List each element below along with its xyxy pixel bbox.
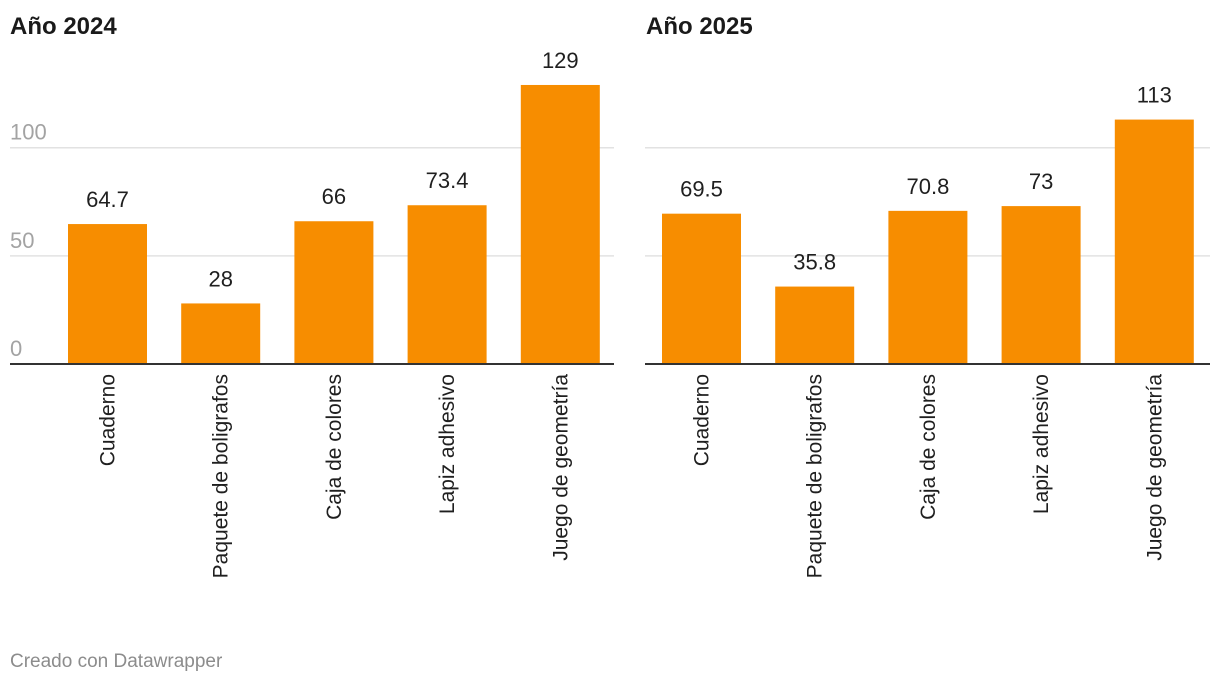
chart-title: Año 2024 <box>10 13 117 40</box>
data-label: 129 <box>542 48 579 73</box>
bar <box>294 221 374 364</box>
x-tick-label: Cuaderno <box>97 374 120 466</box>
bar <box>68 224 147 364</box>
data-label: 73 <box>1029 169 1053 194</box>
y-tick-label: 100 <box>10 120 47 145</box>
bar <box>407 205 487 364</box>
data-label: 113 <box>1137 83 1172 108</box>
y-tick-label: 50 <box>10 228 34 253</box>
data-label: 73.4 <box>426 168 469 193</box>
x-tick-label: Cuaderno <box>691 374 714 466</box>
data-label: 66 <box>322 184 346 209</box>
chart-panel-2: Año 2025 69.5 Cuaderno 35.8 Paquete de bolig… <box>645 13 1210 578</box>
x-tick-label: Paquete de boligrafos <box>804 374 827 578</box>
data-label: 70.8 <box>906 174 949 199</box>
bar <box>181 303 261 364</box>
bar <box>775 286 855 364</box>
x-tick-label: Caja de colores <box>917 374 940 520</box>
footer-credit: Creado con Datawrapper <box>10 651 223 672</box>
bar <box>520 84 600 365</box>
bar <box>662 213 741 364</box>
data-label: 69.5 <box>680 177 723 202</box>
x-tick-label: Lapiz adhesivo <box>436 374 459 514</box>
bar <box>1001 206 1081 364</box>
bar <box>1114 119 1194 365</box>
chart-panel-1: Año 2024 0 50 100 64.7 Cuaderno 28 Paquete de b… <box>10 13 614 578</box>
x-tick-label: Lapiz adhesivo <box>1030 374 1053 514</box>
bar <box>888 210 968 364</box>
x-tick-label: Juego de geometría <box>549 374 572 561</box>
x-tick-label: Juego de geometría <box>1143 374 1166 561</box>
y-tick-label: 0 <box>10 336 22 361</box>
chart-title: Año 2025 <box>646 13 753 40</box>
x-tick-label: Caja de colores <box>323 374 346 520</box>
data-label: 35.8 <box>793 250 836 275</box>
data-label: 28 <box>208 266 232 291</box>
data-label: 64.7 <box>86 187 129 212</box>
x-tick-label: Paquete de boligrafos <box>210 374 233 578</box>
